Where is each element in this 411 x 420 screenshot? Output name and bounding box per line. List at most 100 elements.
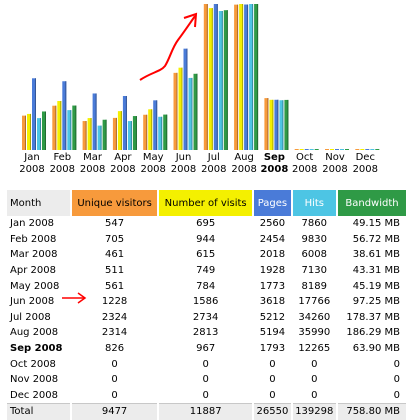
chart-month-name: May <box>142 152 164 163</box>
hits-cell: 6008 <box>301 249 327 261</box>
total-row: Total 9477 11887 26550 139298 758.80 MB <box>7 403 406 420</box>
unique-visitors-cell: 0 <box>111 389 118 401</box>
bar-unique-visitors-jan-2008 <box>22 115 26 150</box>
bandwidth-cell: 63.90 MB <box>352 343 400 355</box>
month-cell: May 2008 <box>10 280 60 292</box>
month-cell: Sep 2008 <box>10 343 63 355</box>
bandwidth-cell: 0 <box>393 374 400 386</box>
bar-shade <box>242 4 244 150</box>
month-cell: Jun 2008 <box>10 296 55 308</box>
bar-hits-apr-2008 <box>127 121 132 150</box>
bar-shade <box>226 10 228 151</box>
unique-visitors-cell: 705 <box>105 233 125 245</box>
bar-unique-visitors-sep-2008 <box>264 98 269 150</box>
month-cell: Apr 2008 <box>10 265 56 277</box>
table-header-row: Month Unique visitors Number of visits P… <box>7 190 406 216</box>
bar-shade <box>221 11 223 150</box>
unique-visitors-cell: 561 <box>105 280 125 292</box>
chart-month-label: Feb 2008 <box>44 152 80 176</box>
unique-visitors-cell: 1228 <box>101 296 128 308</box>
bar-shade <box>216 4 218 150</box>
bar-number-of-visits-may-2008 <box>148 109 153 150</box>
monthly-stats-table: Month Unique visitors Number of visits P… <box>5 190 408 420</box>
pages-column-header: Pages <box>254 190 291 216</box>
hits-cell: 34260 <box>298 311 331 323</box>
bar-shade <box>35 78 36 150</box>
bar-shade <box>75 105 77 150</box>
chart-month-label: Sep 2008 <box>256 152 292 176</box>
chart-month-name: Oct <box>296 152 314 163</box>
bar-pages-mar-2008 <box>92 93 97 150</box>
pages-cell: 0 <box>269 358 276 370</box>
bar-unique-visitors-jul-2008 <box>203 4 208 150</box>
chart-month-year: 2008 <box>231 164 257 175</box>
unique-visitors-cell: 0 <box>111 374 118 386</box>
unique-visitors-cell: 0 <box>111 358 118 370</box>
chart-month-name: Nov <box>325 152 345 163</box>
bar-shade <box>156 100 158 150</box>
chart-month-year: 2008 <box>291 164 318 175</box>
bar-bandwidth-dec-2008 <box>375 149 380 150</box>
table-row: Oct 2008 0 0 0 0 0 <box>7 356 406 372</box>
hits-cell: 0 <box>311 358 318 370</box>
unique-visitors-cell: 461 <box>105 249 125 261</box>
table-row: Jul 2008 2324 2734 5212 34260 178.37 MB <box>7 310 406 326</box>
unique-visitors-cell: 2314 <box>101 327 128 339</box>
bar-number-of-visits-jul-2008 <box>208 8 213 150</box>
month-cell: Feb 2008 <box>10 233 57 245</box>
bar-hits-sep-2008 <box>279 100 284 150</box>
bar-shade <box>135 116 137 150</box>
hits-cell: 35990 <box>298 327 331 339</box>
bar-bandwidth-mar-2008 <box>102 119 107 150</box>
table-row: Aug 2008 2314 2813 5194 35990 186.29 MB <box>7 325 406 341</box>
chart-month-year: 2008 <box>201 164 227 175</box>
monthly-history-chart <box>22 4 380 151</box>
bar-bandwidth-nov-2008 <box>345 149 349 150</box>
bar-shade <box>115 117 117 150</box>
bar-unique-visitors-dec-2008 <box>355 149 360 150</box>
bar-bandwidth-may-2008 <box>163 114 168 150</box>
hits-cell: 7860 <box>301 218 327 230</box>
pages-cell: 1773 <box>259 280 286 292</box>
bar-shade <box>272 99 274 150</box>
bandwidth-cell: 97.25 MB <box>352 296 400 308</box>
bar-shade <box>25 115 26 150</box>
total-bandwidth: 758.80 MB <box>338 403 406 420</box>
chart-month-year: 2008 <box>19 164 45 175</box>
bandwidth-cell: 0 <box>393 389 400 401</box>
bar-shade <box>176 72 178 150</box>
chart-month-name: Jun <box>175 152 192 163</box>
bar-pages-apr-2008 <box>122 95 127 150</box>
bar-hits-jan-2008 <box>37 118 41 150</box>
chart-month-label: Mar 2008 <box>75 152 111 176</box>
chart-month-year: 2008 <box>260 164 289 175</box>
bandwidth-cell: 186.29 MB <box>346 327 400 339</box>
bar-shade <box>120 111 122 150</box>
chart-month-name: Dec <box>355 152 375 163</box>
bar-shade <box>60 101 62 150</box>
chart-month-year: 2008 <box>322 164 348 175</box>
bar-shade <box>45 111 46 150</box>
bar-shade <box>166 114 168 150</box>
pages-cell: 5212 <box>259 311 286 323</box>
chart-month-year: 2008 <box>110 164 136 175</box>
bar-shade <box>85 121 87 150</box>
chart-month-label: Jun 2008 <box>166 152 202 176</box>
table-row: Sep 2008 826 967 1793 12265 63.90 MB <box>7 341 406 357</box>
bar-number-of-visits-sep-2008 <box>269 99 274 150</box>
pages-cell: 0 <box>269 374 276 386</box>
bar-shade <box>130 121 132 150</box>
bar-shade <box>100 125 102 150</box>
bar-shade <box>237 4 239 150</box>
visits-cell: 749 <box>196 265 216 277</box>
bar-bandwidth-sep-2008 <box>284 99 289 150</box>
chart-month-label: Dec 2008 <box>347 152 383 176</box>
visits-cell: 0 <box>202 389 209 401</box>
bar-shade <box>105 119 107 150</box>
table-row: May 2008 561 784 1773 8189 45.19 MB <box>7 278 406 294</box>
bar-shade <box>186 48 188 150</box>
chart-month-name: Jan <box>24 152 40 163</box>
bar-pages-oct-2008 <box>304 149 309 150</box>
chart-month-year: 2008 <box>170 164 197 175</box>
bar-shade <box>70 110 72 150</box>
